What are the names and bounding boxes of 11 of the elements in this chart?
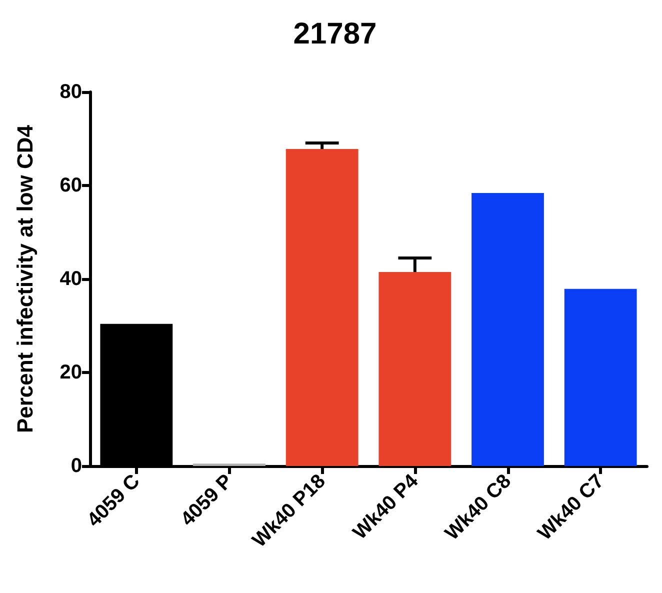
chart-title: 21787 [293, 18, 377, 50]
bar [564, 288, 637, 466]
bar [286, 149, 358, 466]
y-tick-label: 60 [60, 174, 82, 196]
y-tick-label: 0 [70, 455, 82, 477]
bar [472, 192, 544, 466]
y-tick-label: 40 [60, 268, 82, 290]
y-tick-label: 80 [60, 81, 82, 103]
bar [378, 272, 452, 466]
y-tick-label: 20 [60, 362, 82, 384]
y-axis-title: Percent infectivity at low CD4 [12, 124, 38, 434]
